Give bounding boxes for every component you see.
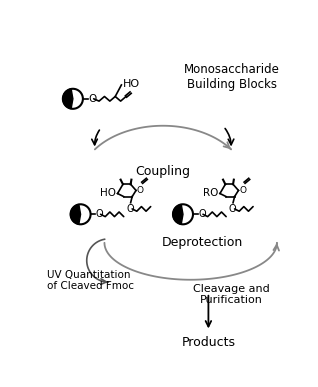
Wedge shape <box>173 204 183 224</box>
Text: Deprotection: Deprotection <box>162 236 243 249</box>
Text: Monosaccharide
Building Blocks: Monosaccharide Building Blocks <box>183 63 280 91</box>
Text: O: O <box>198 209 206 219</box>
Text: Cleavage and
Purification: Cleavage and Purification <box>193 284 270 305</box>
Text: Coupling: Coupling <box>135 165 190 178</box>
Text: HO: HO <box>123 79 140 89</box>
Text: O: O <box>137 186 144 195</box>
Wedge shape <box>71 204 80 224</box>
Circle shape <box>63 89 83 109</box>
Text: UV Quantitation
of Cleaved Fmoc: UV Quantitation of Cleaved Fmoc <box>47 270 134 291</box>
Text: HO: HO <box>100 188 116 198</box>
Text: Products: Products <box>181 336 235 349</box>
Circle shape <box>173 204 193 224</box>
Text: O: O <box>228 204 236 214</box>
Text: O: O <box>239 186 246 195</box>
Text: RO: RO <box>203 188 218 198</box>
Circle shape <box>71 204 91 224</box>
Text: O: O <box>96 209 104 219</box>
Wedge shape <box>63 89 73 109</box>
Text: O: O <box>88 94 97 104</box>
Text: O: O <box>126 204 134 214</box>
